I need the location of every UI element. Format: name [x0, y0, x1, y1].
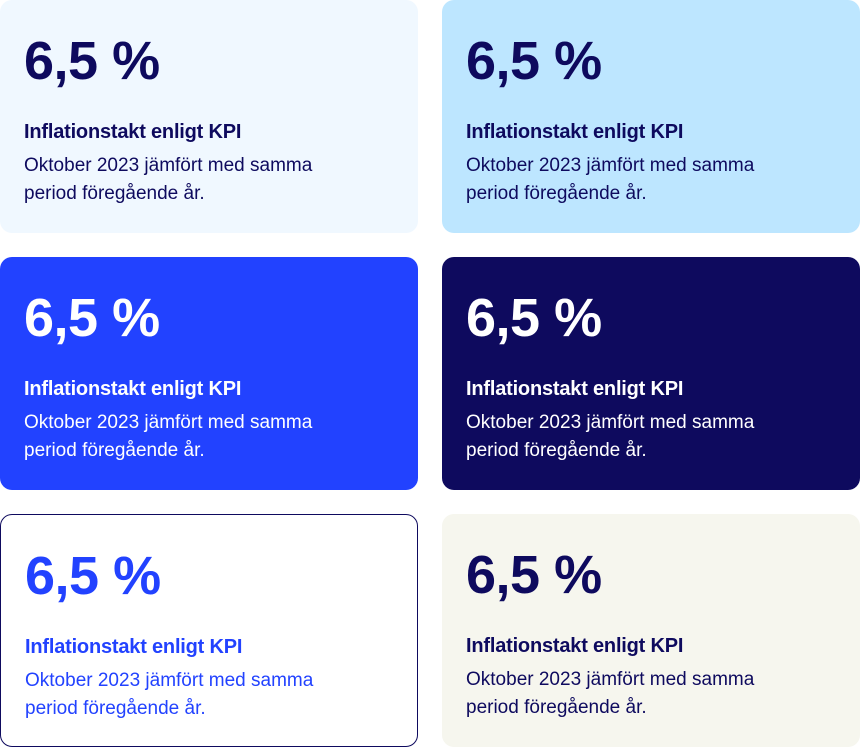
kpi-description: Oktober 2023 jämfört med samma period fö… [466, 669, 755, 718]
kpi-value: 6,5 % [466, 288, 602, 348]
kpi-value: 6,5 % [25, 546, 161, 606]
kpi-description: Oktober 2023 jämfört med samma period fö… [466, 155, 755, 204]
kpi-card-outlined: 6,5 % Inflationstakt enligt KPI Oktober … [0, 514, 418, 747]
kpi-card-cream: 6,5 % Inflationstakt enligt KPI Oktober … [442, 514, 860, 747]
kpi-description: Oktober 2023 jämfört med samma period fö… [466, 412, 755, 461]
kpi-card-blue: 6,5 % Inflationstakt enligt KPI Oktober … [0, 257, 418, 490]
kpi-description: Oktober 2023 jämfört med samma period fö… [24, 412, 313, 461]
kpi-label: Inflationstakt enligt KPI [25, 636, 243, 658]
kpi-value: 6,5 % [24, 31, 160, 91]
kpi-label: Inflationstakt enligt KPI [466, 121, 684, 143]
kpi-label: Inflationstakt enligt KPI [24, 378, 242, 400]
kpi-value: 6,5 % [24, 288, 160, 348]
kpi-card-sky: 6,5 % Inflationstakt enligt KPI Oktober … [442, 0, 860, 233]
kpi-label: Inflationstakt enligt KPI [466, 378, 684, 400]
kpi-description: Oktober 2023 jämfört med samma period fö… [25, 670, 314, 719]
kpi-card-light: 6,5 % Inflationstakt enligt KPI Oktober … [0, 0, 418, 233]
kpi-value: 6,5 % [466, 31, 602, 91]
kpi-label: Inflationstakt enligt KPI [466, 635, 684, 657]
kpi-value: 6,5 % [466, 545, 602, 605]
kpi-label: Inflationstakt enligt KPI [24, 121, 242, 143]
kpi-description: Oktober 2023 jämfört med samma period fö… [24, 155, 313, 204]
kpi-card-navy: 6,5 % Inflationstakt enligt KPI Oktober … [442, 257, 860, 490]
